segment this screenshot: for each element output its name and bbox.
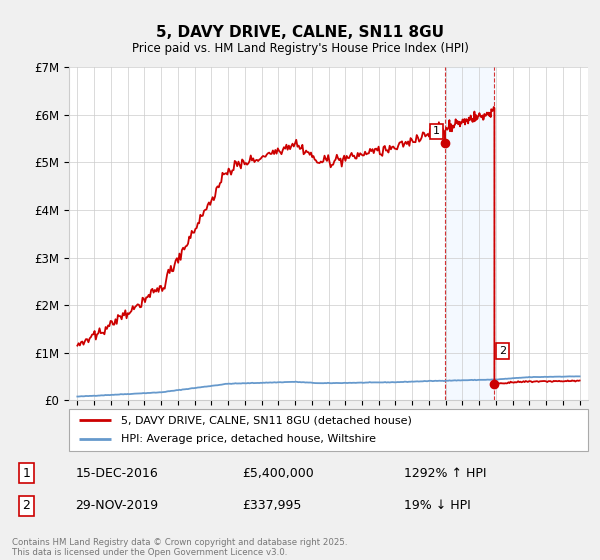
Bar xyxy=(445,67,494,400)
Text: £337,995: £337,995 xyxy=(242,499,302,512)
Text: 5, DAVY DRIVE, CALNE, SN11 8GU (detached house): 5, DAVY DRIVE, CALNE, SN11 8GU (detached… xyxy=(121,415,412,425)
Text: 15-DEC-2016: 15-DEC-2016 xyxy=(76,467,158,480)
Text: 5, DAVY DRIVE, CALNE, SN11 8GU: 5, DAVY DRIVE, CALNE, SN11 8GU xyxy=(156,25,444,40)
FancyBboxPatch shape xyxy=(69,409,588,451)
Text: 19% ↓ HPI: 19% ↓ HPI xyxy=(404,499,470,512)
Text: 2: 2 xyxy=(22,499,31,512)
Text: 1292% ↑ HPI: 1292% ↑ HPI xyxy=(404,467,486,480)
Text: HPI: Average price, detached house, Wiltshire: HPI: Average price, detached house, Wilt… xyxy=(121,435,376,445)
Text: 2: 2 xyxy=(499,346,506,356)
Text: Contains HM Land Registry data © Crown copyright and database right 2025.
This d: Contains HM Land Registry data © Crown c… xyxy=(12,538,347,557)
Text: Price paid vs. HM Land Registry's House Price Index (HPI): Price paid vs. HM Land Registry's House … xyxy=(131,42,469,55)
Text: 29-NOV-2019: 29-NOV-2019 xyxy=(76,499,158,512)
Text: 1: 1 xyxy=(433,127,440,137)
Text: £5,400,000: £5,400,000 xyxy=(242,467,314,480)
Text: 1: 1 xyxy=(22,467,31,480)
